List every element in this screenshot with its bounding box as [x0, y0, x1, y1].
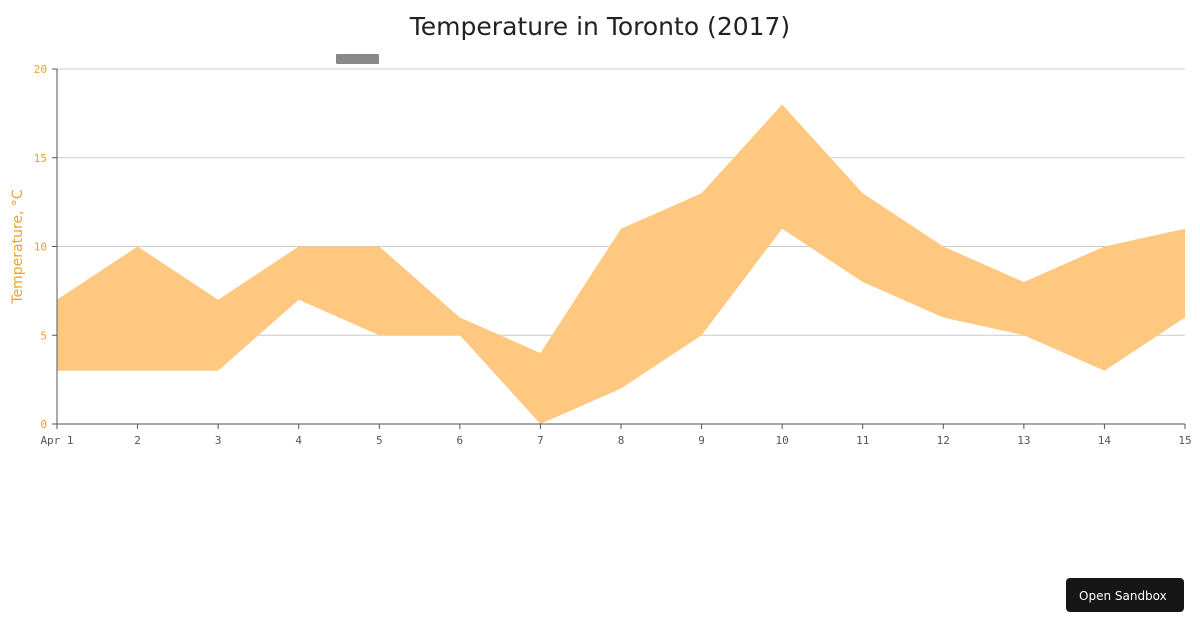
axes: [52, 68, 1186, 429]
x-tick-label: 15: [1178, 434, 1191, 447]
y-tick-label: 0: [40, 418, 47, 431]
y-axis-label: Temperature, °C: [10, 189, 26, 305]
x-tick-label: 2: [134, 434, 141, 447]
x-tick-label: 5: [376, 434, 383, 447]
y-tick-label: 5: [40, 329, 47, 342]
open-sandbox-button[interactable]: Open Sandbox: [1066, 578, 1184, 612]
x-tick-label: 10: [776, 434, 789, 447]
x-tick-label: 13: [1017, 434, 1030, 447]
temperature-band: [57, 104, 1185, 424]
x-tick-label: 9: [698, 434, 705, 447]
x-tick-label: 6: [457, 434, 464, 447]
x-tick-label: 11: [856, 434, 869, 447]
temperature-range-band: [57, 104, 1185, 424]
y-tick-label: 10: [34, 241, 47, 254]
x-tick-label: 4: [295, 434, 302, 447]
legend-handle[interactable]: [336, 54, 379, 64]
x-tick-label: 8: [618, 434, 625, 447]
x-tick-label: Apr 1: [40, 434, 73, 447]
x-tick-label: 7: [537, 434, 544, 447]
chart-title: Temperature in Toronto (2017): [409, 12, 791, 41]
x-tick-label: 3: [215, 434, 222, 447]
x-tick-label: 12: [937, 434, 950, 447]
y-tick-label: 15: [34, 152, 47, 165]
y-tick-label: 20: [34, 63, 47, 76]
tick-labels: 0 5 10 15 20 Apr 1 2 3 4 5 6 7 8 9 10 11 12 13 14 15: [34, 63, 1192, 447]
x-tick-label: 14: [1098, 434, 1112, 447]
